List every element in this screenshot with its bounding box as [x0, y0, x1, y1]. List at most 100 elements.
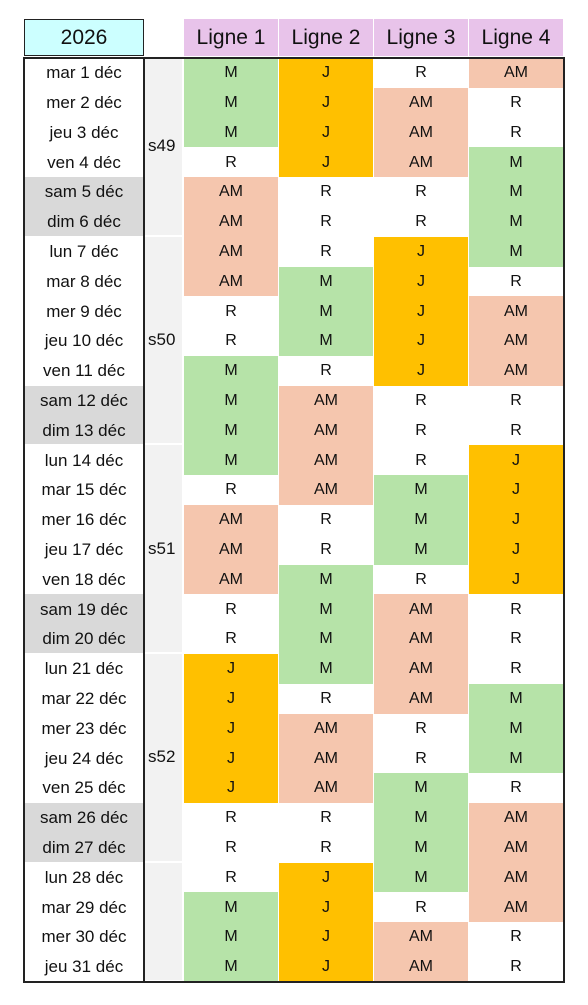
- shift-cell-ligne-3[interactable]: AM: [374, 654, 468, 685]
- shift-cell-ligne-2[interactable]: AM: [279, 773, 373, 804]
- shift-cell-ligne-3[interactable]: AM: [374, 87, 468, 119]
- line-header-4[interactable]: Ligne 4: [469, 19, 563, 56]
- shift-cell-ligne-2[interactable]: AM: [279, 385, 373, 417]
- shift-cell-ligne-2[interactable]: M: [279, 624, 373, 655]
- shift-cell-ligne-4[interactable]: J: [469, 445, 563, 476]
- day-label[interactable]: mar 1 déc: [24, 58, 144, 89]
- week-label[interactable]: s51: [144, 445, 182, 652]
- shift-cell-ligne-4[interactable]: R: [469, 266, 563, 297]
- line-header-3[interactable]: Ligne 3: [374, 19, 468, 56]
- shift-cell-ligne-4[interactable]: J: [469, 475, 563, 506]
- shift-cell-ligne-1[interactable]: M: [184, 445, 278, 476]
- shift-cell-ligne-4[interactable]: J: [469, 564, 563, 595]
- day-label[interactable]: mar 29 déc: [24, 892, 144, 923]
- shift-cell-ligne-1[interactable]: R: [184, 803, 278, 834]
- shift-cell-ligne-2[interactable]: M: [279, 266, 373, 297]
- shift-cell-ligne-4[interactable]: AM: [469, 326, 563, 357]
- shift-cell-ligne-3[interactable]: M: [374, 832, 468, 864]
- shift-cell-ligne-3[interactable]: M: [374, 475, 468, 506]
- shift-cell-ligne-1[interactable]: J: [184, 773, 278, 804]
- shift-cell-ligne-2[interactable]: R: [279, 177, 373, 208]
- day-label[interactable]: jeu 17 déc: [24, 534, 144, 566]
- day-label[interactable]: mar 15 déc: [24, 475, 144, 506]
- shift-cell-ligne-1[interactable]: J: [184, 743, 278, 774]
- day-label[interactable]: jeu 10 déc: [24, 326, 144, 357]
- shift-cell-ligne-4[interactable]: R: [469, 773, 563, 804]
- shift-cell-ligne-4[interactable]: M: [469, 147, 563, 178]
- shift-cell-ligne-1[interactable]: J: [184, 654, 278, 685]
- shift-cell-ligne-3[interactable]: R: [374, 892, 468, 923]
- day-label[interactable]: mer 16 déc: [24, 505, 144, 536]
- shift-cell-ligne-3[interactable]: R: [374, 564, 468, 595]
- shift-cell-ligne-2[interactable]: J: [279, 892, 373, 923]
- shift-cell-ligne-2[interactable]: J: [279, 87, 373, 119]
- day-label[interactable]: lun 21 déc: [24, 654, 144, 685]
- shift-cell-ligne-1[interactable]: R: [184, 862, 278, 893]
- shift-cell-ligne-3[interactable]: AM: [374, 594, 468, 625]
- shift-cell-ligne-4[interactable]: AM: [469, 356, 563, 387]
- shift-cell-ligne-1[interactable]: M: [184, 385, 278, 417]
- day-label[interactable]: ven 25 déc: [24, 773, 144, 804]
- shift-cell-ligne-2[interactable]: R: [279, 683, 373, 715]
- day-label[interactable]: dim 13 déc: [24, 415, 144, 446]
- shift-cell-ligne-4[interactable]: M: [469, 713, 563, 744]
- day-label[interactable]: mer 30 déc: [24, 922, 144, 953]
- shift-cell-ligne-1[interactable]: M: [184, 892, 278, 923]
- day-label[interactable]: mar 22 déc: [24, 683, 144, 715]
- shift-cell-ligne-2[interactable]: J: [279, 922, 373, 953]
- shift-cell-ligne-4[interactable]: R: [469, 87, 563, 119]
- shift-cell-ligne-2[interactable]: AM: [279, 713, 373, 744]
- shift-cell-ligne-3[interactable]: R: [374, 713, 468, 744]
- shift-cell-ligne-3[interactable]: J: [374, 236, 468, 268]
- shift-cell-ligne-2[interactable]: J: [279, 58, 373, 89]
- shift-cell-ligne-4[interactable]: AM: [469, 803, 563, 834]
- shift-cell-ligne-4[interactable]: AM: [469, 832, 563, 864]
- shift-cell-ligne-3[interactable]: J: [374, 356, 468, 387]
- shift-cell-ligne-3[interactable]: R: [374, 177, 468, 208]
- day-label[interactable]: ven 11 déc: [24, 356, 144, 387]
- shift-cell-ligne-4[interactable]: AM: [469, 892, 563, 923]
- day-label[interactable]: jeu 24 déc: [24, 743, 144, 774]
- shift-cell-ligne-2[interactable]: J: [279, 147, 373, 178]
- shift-cell-ligne-3[interactable]: AM: [374, 683, 468, 715]
- shift-cell-ligne-2[interactable]: M: [279, 594, 373, 625]
- shift-cell-ligne-2[interactable]: M: [279, 326, 373, 357]
- shift-cell-ligne-4[interactable]: J: [469, 534, 563, 566]
- shift-cell-ligne-1[interactable]: AM: [184, 266, 278, 297]
- day-label[interactable]: mer 2 déc: [24, 87, 144, 119]
- shift-cell-ligne-3[interactable]: R: [374, 445, 468, 476]
- shift-cell-ligne-2[interactable]: J: [279, 952, 373, 983]
- shift-cell-ligne-2[interactable]: AM: [279, 475, 373, 506]
- shift-cell-ligne-4[interactable]: AM: [469, 296, 563, 327]
- week-label[interactable]: s50: [144, 236, 182, 444]
- line-header-1[interactable]: Ligne 1: [184, 19, 278, 56]
- shift-cell-ligne-4[interactable]: R: [469, 415, 563, 446]
- shift-cell-ligne-1[interactable]: M: [184, 58, 278, 89]
- year-header[interactable]: 2026: [24, 19, 144, 56]
- shift-cell-ligne-1[interactable]: AM: [184, 534, 278, 566]
- shift-cell-ligne-1[interactable]: R: [184, 624, 278, 655]
- shift-cell-ligne-2[interactable]: M: [279, 296, 373, 327]
- shift-cell-ligne-3[interactable]: J: [374, 326, 468, 357]
- shift-cell-ligne-4[interactable]: R: [469, 922, 563, 953]
- shift-cell-ligne-3[interactable]: M: [374, 534, 468, 566]
- shift-cell-ligne-4[interactable]: R: [469, 624, 563, 655]
- shift-cell-ligne-2[interactable]: M: [279, 564, 373, 595]
- shift-cell-ligne-4[interactable]: M: [469, 177, 563, 208]
- day-label[interactable]: jeu 3 déc: [24, 117, 144, 148]
- shift-cell-ligne-4[interactable]: J: [469, 505, 563, 536]
- shift-cell-ligne-1[interactable]: M: [184, 952, 278, 983]
- shift-cell-ligne-1[interactable]: AM: [184, 236, 278, 268]
- day-label[interactable]: dim 20 déc: [24, 624, 144, 655]
- shift-cell-ligne-2[interactable]: R: [279, 534, 373, 566]
- shift-cell-ligne-1[interactable]: AM: [184, 505, 278, 536]
- day-label[interactable]: dim 6 déc: [24, 207, 144, 238]
- shift-cell-ligne-1[interactable]: R: [184, 594, 278, 625]
- shift-cell-ligne-4[interactable]: M: [469, 743, 563, 774]
- shift-cell-ligne-1[interactable]: M: [184, 922, 278, 953]
- day-label[interactable]: jeu 31 déc: [24, 952, 144, 983]
- shift-cell-ligne-2[interactable]: AM: [279, 743, 373, 774]
- shift-cell-ligne-1[interactable]: R: [184, 475, 278, 506]
- day-label[interactable]: ven 18 déc: [24, 564, 144, 595]
- shift-cell-ligne-3[interactable]: R: [374, 207, 468, 238]
